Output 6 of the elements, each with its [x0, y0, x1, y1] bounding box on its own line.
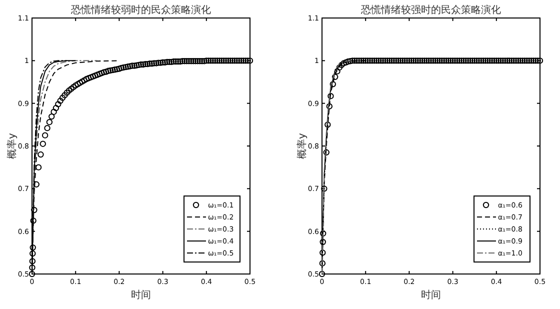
chart-title: 恐慌情绪较强时的民众策略演化 — [360, 4, 501, 16]
y-axis-title: 概率y — [6, 132, 18, 159]
x-axis-title: 时间 — [421, 289, 441, 301]
y-axis-title: 概率y — [296, 132, 308, 159]
chart-title: 恐慌情绪较弱时的民众策略演化 — [70, 4, 211, 16]
x-axis-title: 时间 — [131, 289, 151, 301]
